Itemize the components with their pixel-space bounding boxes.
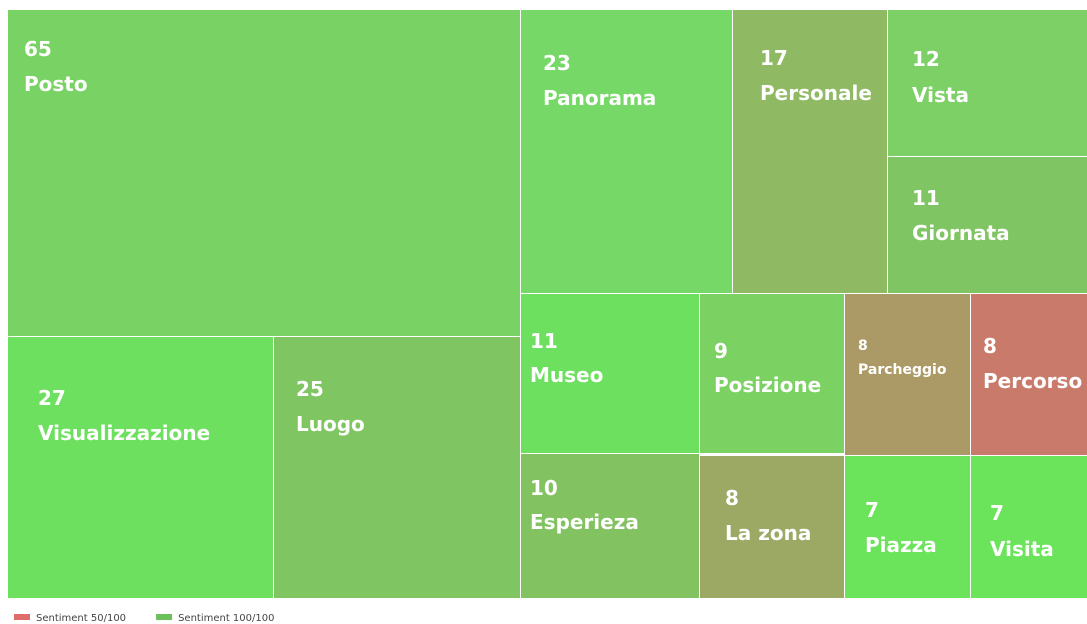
cell-value: 10 (530, 476, 558, 500)
cell-label: Personale (760, 81, 872, 105)
cell-label: Visualizzazione (38, 421, 210, 445)
cell-value: 11 (912, 186, 940, 210)
cell-value: 17 (760, 46, 788, 70)
treemap-cell (700, 456, 844, 598)
treemap-cell (845, 294, 970, 455)
cell-value: 27 (38, 386, 66, 410)
cell-label: Parcheggio (858, 362, 947, 378)
treemap-cell (521, 10, 732, 293)
treemap-cell (845, 456, 970, 598)
cell-label: Percorso (983, 369, 1082, 393)
cell-value: 7 (990, 501, 1004, 525)
cell-value: 8 (725, 486, 739, 510)
cell-label: Posizione (714, 373, 821, 397)
treemap-cell (733, 10, 887, 293)
cell-label: Giornata (912, 221, 1010, 245)
treemap-cell (521, 294, 699, 453)
treemap-cell (888, 10, 1087, 156)
cell-value: 23 (543, 51, 571, 75)
legend-label: Sentiment 100/100 (178, 613, 274, 624)
cell-value: 8 (983, 334, 997, 358)
cell-label: Visita (990, 537, 1054, 561)
cell-value: 25 (296, 377, 324, 401)
cell-label: Luogo (296, 412, 365, 436)
treemap-cell (521, 454, 699, 598)
cell-value: 7 (865, 498, 879, 522)
cell-value: 11 (530, 329, 558, 353)
treemap-cell (8, 10, 520, 336)
cell-value: 8 (858, 338, 868, 354)
cell-label: Vista (912, 83, 969, 107)
treemap-cell (8, 337, 273, 598)
legend-swatch (14, 614, 30, 620)
legend-swatch (156, 614, 173, 620)
cell-label: Piazza (865, 533, 937, 557)
treemap-cell (888, 157, 1087, 293)
treemap-cell (971, 294, 1087, 455)
cell-label: Esperieza (530, 510, 639, 534)
cell-label: La zona (725, 521, 811, 545)
cell-value: 9 (714, 339, 728, 363)
legend-label: Sentiment 50/100 (36, 613, 126, 624)
cell-label: Posto (24, 72, 88, 96)
treemap-cell (700, 294, 844, 453)
cell-value: 65 (24, 37, 52, 61)
treemap-cell (274, 337, 520, 598)
cell-label: Museo (530, 363, 603, 387)
cell-label: Panorama (543, 86, 656, 110)
cell-value: 12 (912, 47, 940, 71)
treemap-cell (971, 456, 1087, 598)
